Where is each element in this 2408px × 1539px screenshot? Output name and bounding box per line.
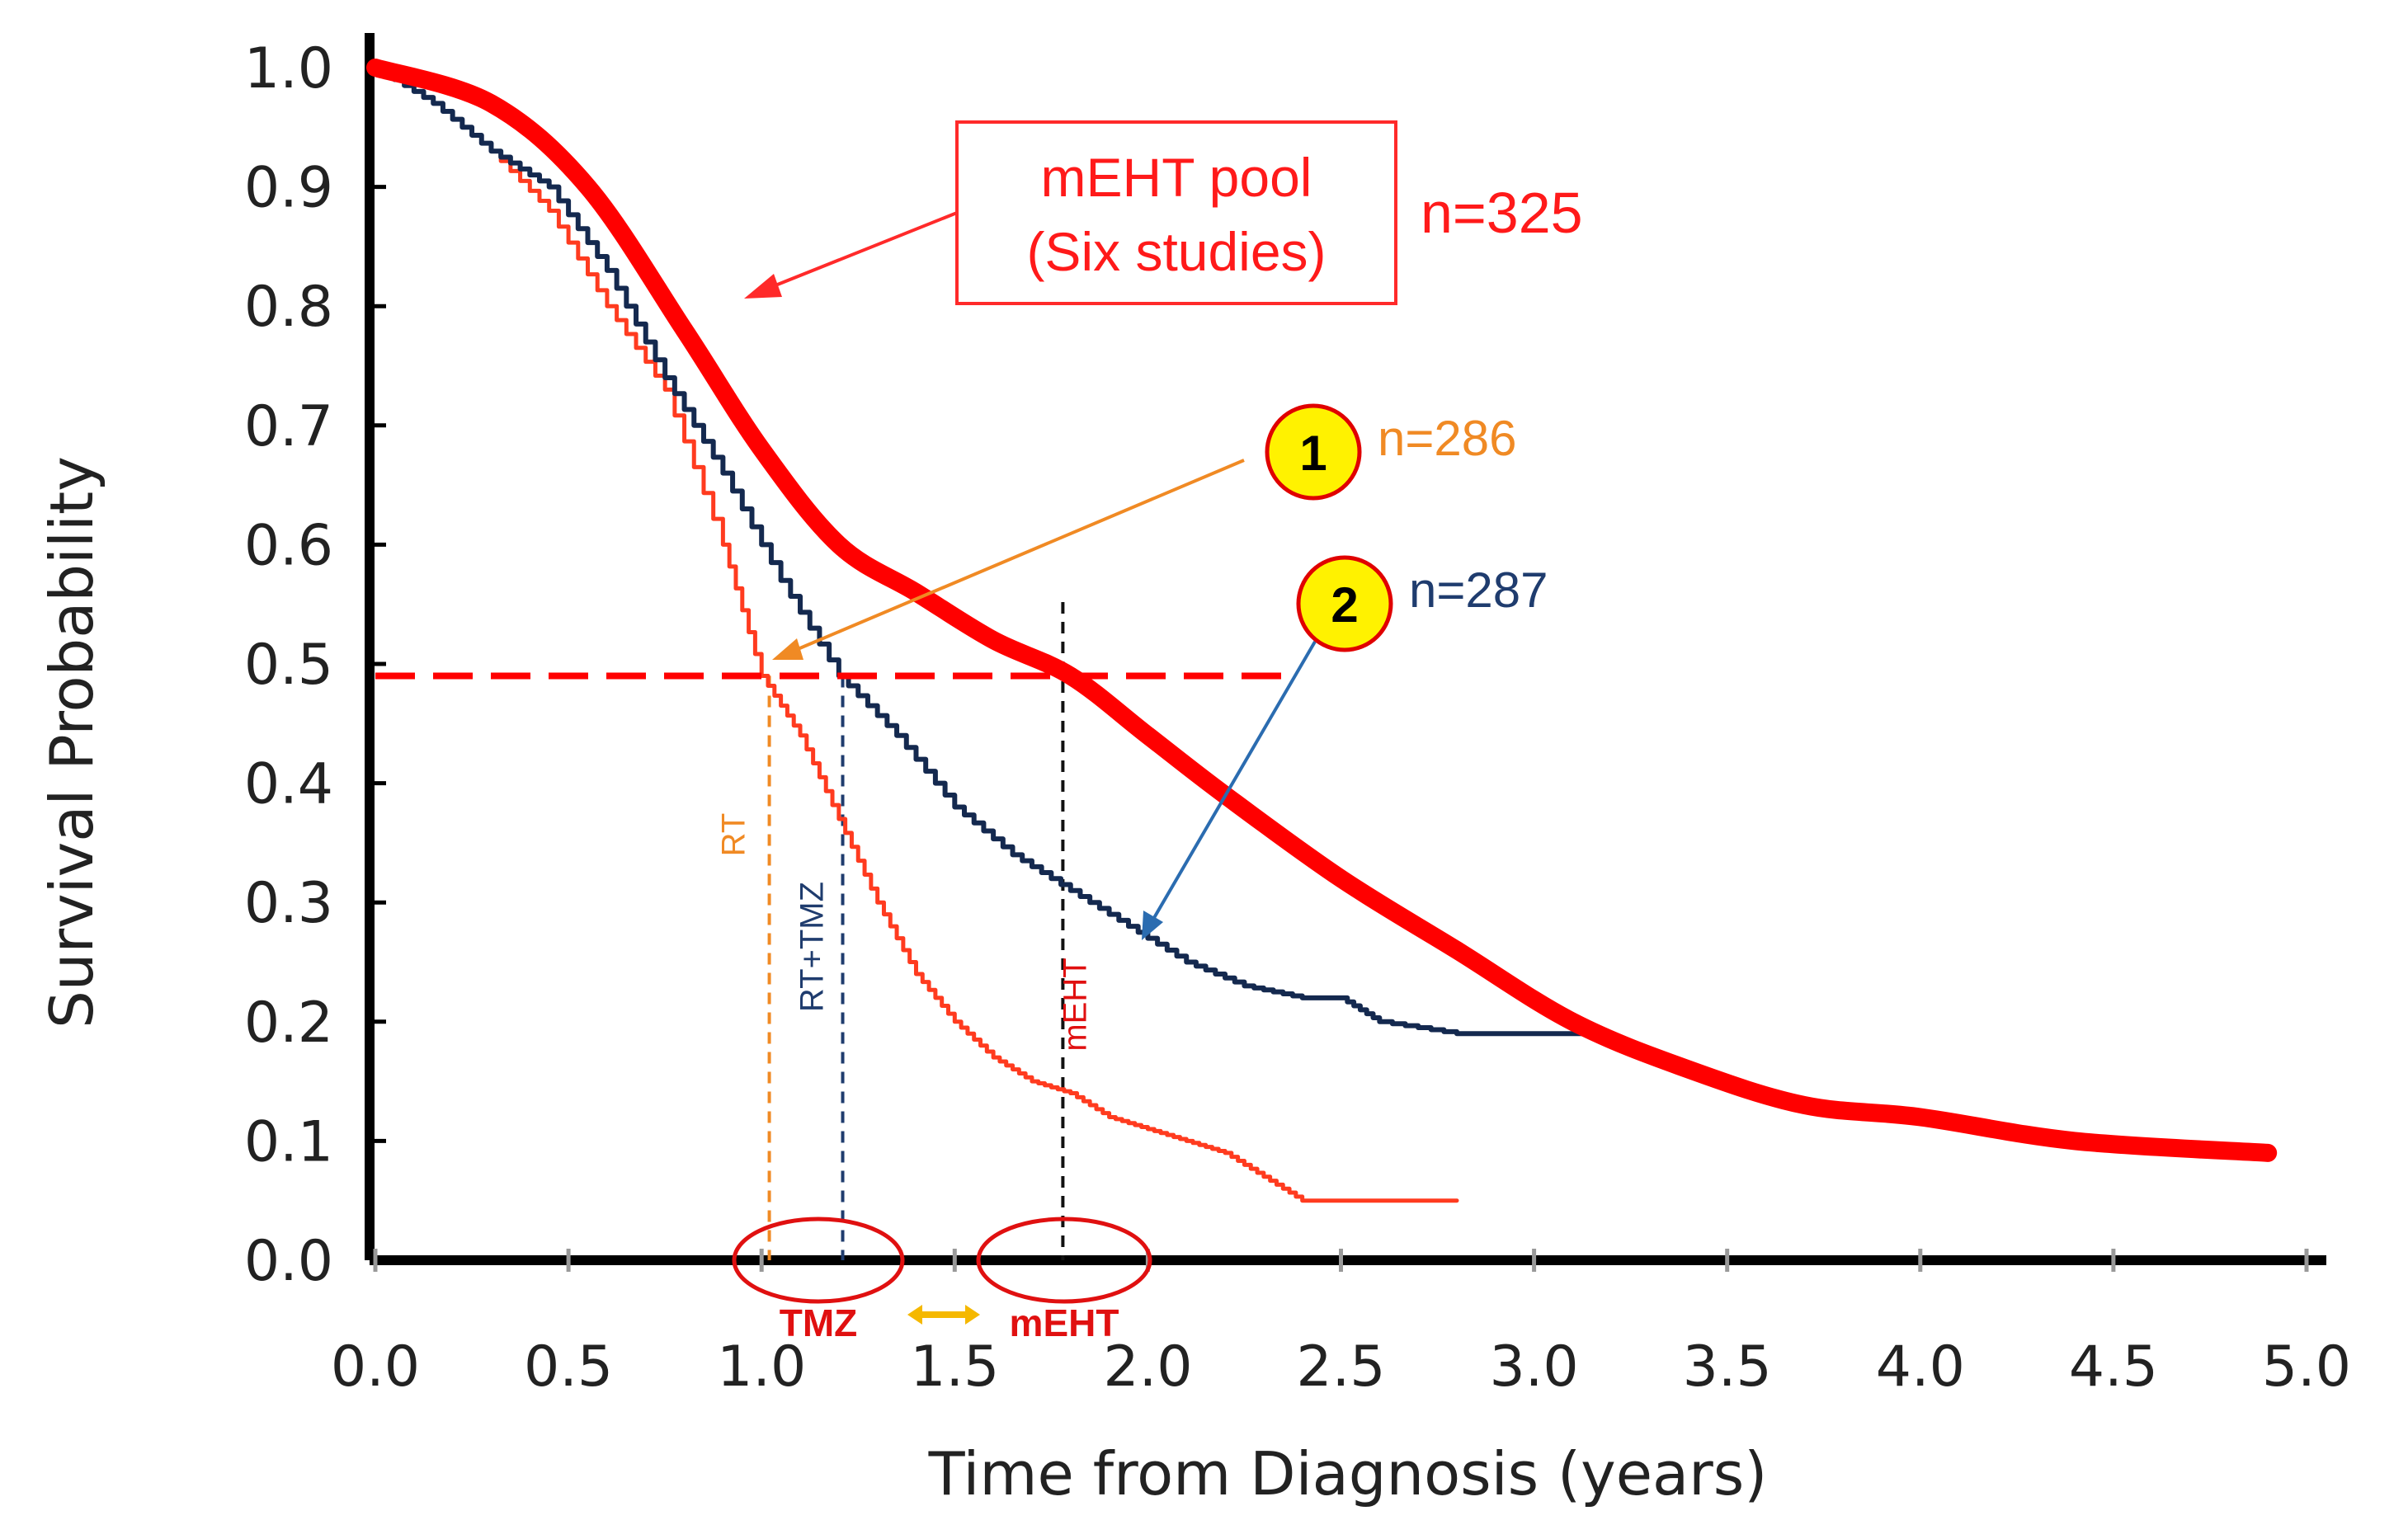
tmz-period-oval [732, 1217, 905, 1304]
x-axis-title: Time from Diagnosis (years) [928, 1439, 1768, 1508]
y-tick-label: 0.9 [244, 156, 333, 221]
meht-pool-arrow [766, 211, 958, 290]
badge2-arrowhead [1142, 911, 1163, 940]
double-arrow-icon [907, 1305, 980, 1325]
y-tick-label: 0.4 [244, 752, 333, 817]
meht-pool-subtitle: (Six studies) [1026, 221, 1326, 282]
series-line-meht [366, 59, 2278, 1162]
badge2-number: 2 [1331, 577, 1358, 633]
x-tick-labels: 0.0 0.5 1.0 1.5 2.0 2.5 3.0 3.5 4.0 4.5 5.0 [331, 1249, 2351, 1400]
vertical-marker-label: mEHT [1057, 958, 1093, 1051]
tmz-label: TMZ [780, 1301, 858, 1344]
y-tick-label: 0.1 [244, 1109, 333, 1174]
series-line-rt_tmz [373, 65, 1614, 1037]
badge1-arrowhead [772, 638, 803, 660]
badge1-circle [1265, 403, 1362, 501]
y-tick-label: 0.6 [244, 513, 333, 578]
meht-period-oval [976, 1217, 1152, 1304]
meht-pool-title: mEHT pool [1041, 147, 1312, 208]
x-tick-label: 4.5 [2069, 1334, 2158, 1400]
badge2-circle [1296, 555, 1393, 652]
badge1-number: 1 [1299, 426, 1327, 481]
survival-curves [366, 59, 2278, 1203]
series-line-rt [373, 65, 1459, 1203]
x-tick-label: 3.5 [1683, 1334, 1772, 1400]
y-tick-label: 1.0 [244, 36, 333, 101]
x-tick-label: 4.0 [1876, 1334, 1965, 1400]
meht-period-label: mEHT [1010, 1301, 1119, 1344]
y-tick-label: 0.2 [244, 991, 333, 1056]
meht-n-label: n=325 [1421, 181, 1583, 245]
y-tick-label: 0.0 [244, 1229, 333, 1294]
meht-pool-arrowhead [744, 274, 782, 299]
x-tick-label: 2.0 [1103, 1334, 1192, 1400]
vertical-marker-label: RT [716, 813, 752, 857]
y-tick-labels: 0.0 0.1 0.2 0.3 0.4 0.5 0.6 0.7 0.8 0.9 1.0 [244, 36, 386, 1294]
x-tick-label: 0.5 [524, 1334, 613, 1400]
x-tick-label: 2.5 [1296, 1334, 1385, 1400]
y-tick-label: 0.8 [244, 275, 333, 340]
y-tick-label: 0.7 [244, 394, 333, 459]
vertical-markers: RT RT+TMZ mEHT [716, 602, 1093, 1260]
x-tick-label: 5.0 [2262, 1334, 2351, 1400]
x-tick-label: 1.5 [910, 1334, 999, 1400]
badge2-n-label: n=287 [1409, 562, 1548, 618]
x-tick-label: 1.0 [717, 1334, 806, 1400]
y-axis-title: Survival Probability [37, 456, 106, 1028]
y-tick-label: 0.3 [244, 871, 333, 936]
badge2-arrow [1150, 640, 1317, 924]
x-tick-label: 0.0 [331, 1334, 420, 1400]
axes [365, 33, 2326, 1265]
y-tick-label: 0.5 [244, 633, 333, 698]
badge1-n-label: n=286 [1378, 411, 1517, 466]
x-tick-label: 3.0 [1490, 1334, 1579, 1400]
badge1-arrow [791, 459, 1245, 653]
vertical-marker-label: RT+TMZ [794, 882, 831, 1012]
